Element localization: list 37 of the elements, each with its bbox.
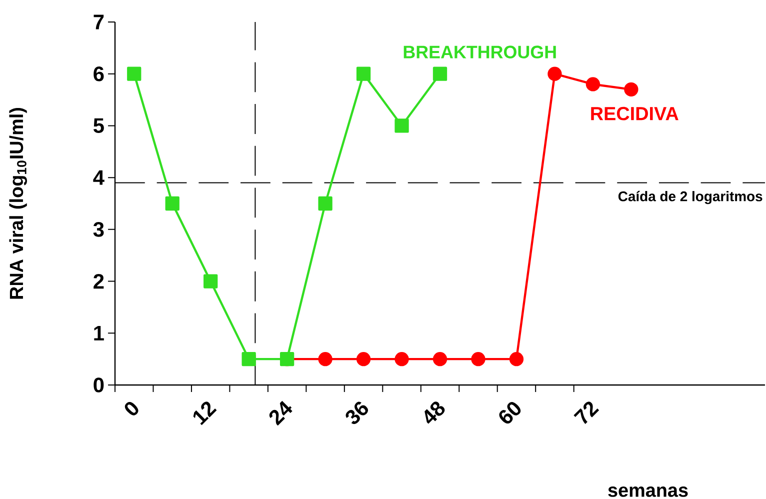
x-tick-label: 24 xyxy=(269,400,292,426)
point xyxy=(509,352,524,366)
y-tick-label: 1 xyxy=(94,326,104,340)
point xyxy=(471,352,486,366)
point xyxy=(204,274,218,288)
point xyxy=(624,82,638,96)
point xyxy=(165,196,180,211)
point xyxy=(432,66,448,81)
point xyxy=(127,66,142,81)
y-tick-label: 5 xyxy=(94,118,104,134)
y-tick-label: 0 xyxy=(94,378,104,392)
y-tick-label: 6 xyxy=(94,66,104,82)
point xyxy=(432,352,448,366)
x-tick-label: 72 xyxy=(574,402,600,424)
point xyxy=(318,352,332,366)
x-tick-label: 0 xyxy=(124,402,138,416)
series-label: RECIDIVA xyxy=(591,106,678,120)
x-tick-label: 60 xyxy=(499,402,521,424)
x-tick-label: 36 xyxy=(346,402,368,424)
point xyxy=(548,66,562,81)
point xyxy=(394,118,409,133)
series-label: BREAKTHROUGH xyxy=(404,46,556,58)
x-tick-label: 12 xyxy=(193,402,217,426)
point xyxy=(318,196,332,211)
x-axis-title: semanas xyxy=(608,486,688,497)
y-tick-label: 7 xyxy=(94,14,104,30)
point xyxy=(356,66,371,81)
y-tick-label: 2 xyxy=(94,274,104,289)
x-tick-label: 48 xyxy=(424,402,445,424)
y-tick-label: 4 xyxy=(93,170,104,185)
y-tick-label: 3 xyxy=(93,222,104,237)
ref-line-label: Caída de 2 logaritmos xyxy=(618,190,762,204)
point xyxy=(586,77,600,92)
point xyxy=(356,352,371,366)
point xyxy=(242,352,256,366)
y-axis-title: RNA viral (log$_{10}$IU/ml) xyxy=(9,108,27,299)
point xyxy=(394,352,409,366)
